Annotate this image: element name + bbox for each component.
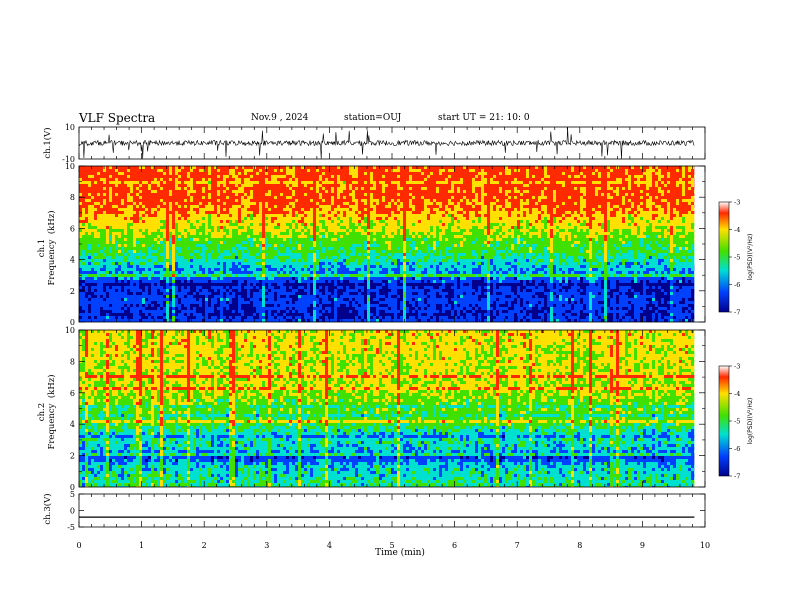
- header-start-time: start UT = 21: 10: 0: [438, 113, 530, 123]
- colorbar-tick-label: -7: [734, 309, 740, 317]
- ytick-label: 0: [70, 318, 75, 327]
- colorbar-label: log(PSD)(V²/Hz): [747, 398, 754, 445]
- header-title: VLF Spectra: [79, 111, 156, 125]
- ytick-label: 0: [70, 507, 75, 516]
- xtick-label: 8: [577, 541, 582, 550]
- ytick-label: 5: [70, 490, 75, 499]
- xtick-label: 3: [264, 541, 269, 550]
- header-station: station=OUJ: [344, 113, 402, 123]
- ytick-label: 10: [65, 326, 75, 335]
- ch1-spectrogram: [79, 166, 695, 322]
- ytick-label: 6: [70, 224, 75, 233]
- x-axis-label: Time (min): [375, 548, 425, 558]
- ytick-label: 2: [70, 452, 75, 461]
- ytick-label: -10: [62, 155, 75, 164]
- xtick-label: 10: [700, 541, 710, 550]
- xtick-label: 0: [76, 541, 81, 550]
- xtick-label: 6: [452, 541, 457, 550]
- xtick-label: 4: [327, 541, 332, 550]
- ytick-label: 8: [70, 357, 75, 366]
- colorbar-tick-label: -3: [734, 363, 740, 371]
- colorbar-tick-label: -3: [734, 199, 740, 207]
- ytick-label: 4: [70, 256, 75, 265]
- header-date: Nov.9 , 2024: [251, 113, 309, 123]
- colorbar: [718, 365, 730, 477]
- ytick-label: 4: [70, 420, 75, 429]
- colorbar-label: log(PSD)(V²/Hz): [747, 234, 754, 281]
- colorbar: [718, 201, 730, 313]
- colorbar-tick-label: -6: [734, 281, 740, 289]
- colorbar-tick-label: -5: [734, 418, 740, 426]
- colorbar-tick-label: -7: [734, 473, 740, 481]
- ytick-label: 8: [70, 193, 75, 202]
- xtick-label: 1: [139, 541, 144, 550]
- colorbar-tick-label: -6: [734, 445, 740, 453]
- colorbar-tick-label: -5: [734, 254, 740, 262]
- ch1-waveform-trace: [78, 127, 695, 160]
- xtick-label: 9: [640, 541, 645, 550]
- xtick-label: 2: [202, 541, 207, 550]
- colorbar-tick-label: -4: [734, 390, 740, 398]
- ytick-label: 6: [70, 389, 75, 398]
- xtick-label: 5: [389, 541, 394, 550]
- xtick-label: 7: [515, 541, 520, 550]
- colorbar-tick-label: -4: [734, 226, 740, 234]
- ytick-label: 10: [65, 123, 75, 132]
- ytick-label: 2: [70, 287, 75, 296]
- ch2-spectrogram: [79, 330, 695, 487]
- ytick-label: 0: [70, 483, 75, 492]
- ytick-label: -5: [67, 523, 75, 532]
- ytick-label: 10: [65, 162, 75, 171]
